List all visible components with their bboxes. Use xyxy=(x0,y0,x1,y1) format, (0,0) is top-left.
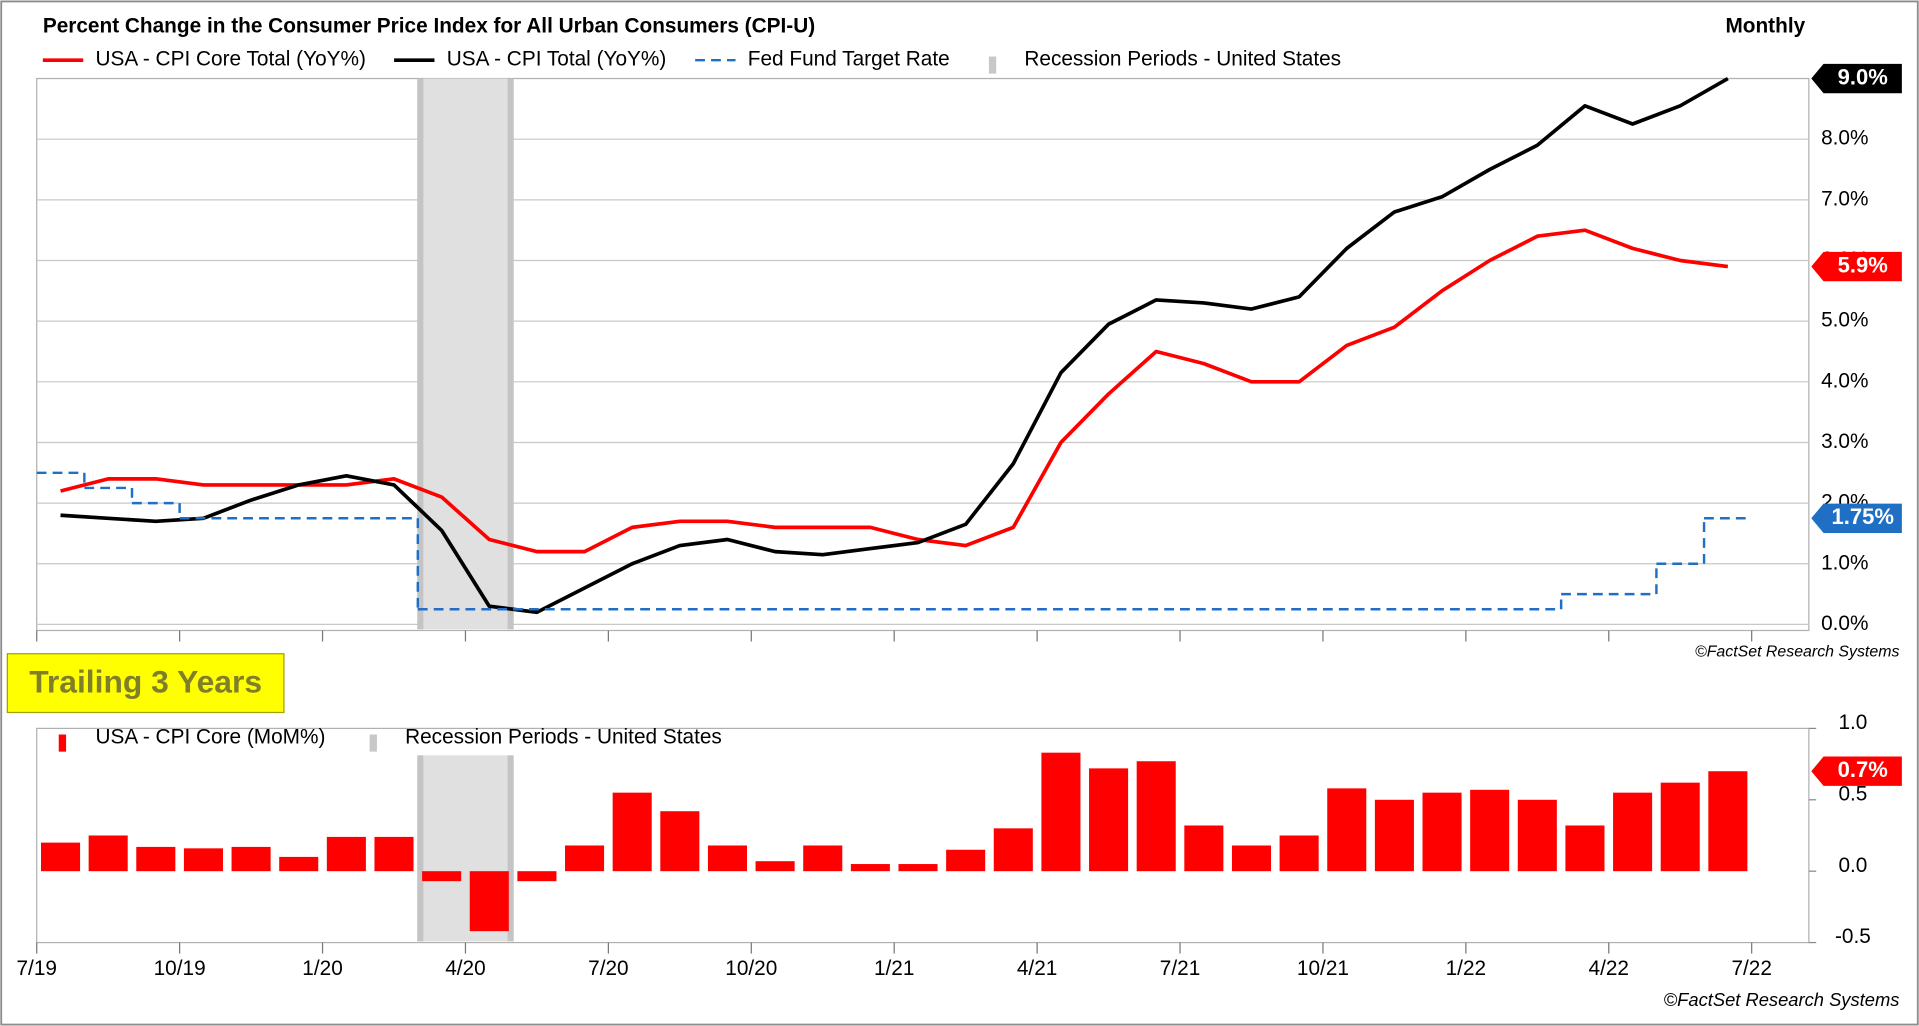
bar xyxy=(803,845,843,872)
bar xyxy=(231,846,271,872)
frequency: Monthly xyxy=(1725,15,1805,38)
x-tick-label: 4/21 xyxy=(1017,957,1057,980)
bar xyxy=(469,871,509,932)
bar xyxy=(1517,799,1557,872)
y-tick-label: 3.0% xyxy=(1821,430,1868,453)
value-flag-label: 5.9% xyxy=(1838,252,1888,277)
bar xyxy=(565,845,605,872)
bar xyxy=(1660,782,1700,872)
legend-swatch xyxy=(988,56,997,74)
y-tick-label: 4.0% xyxy=(1821,369,1868,392)
bar xyxy=(1327,788,1367,872)
x-tick-label: 4/20 xyxy=(445,957,485,980)
bar xyxy=(41,842,81,872)
source: ©FactSet Research Systems xyxy=(1664,989,1900,1010)
legend-swatch xyxy=(369,734,377,752)
annotation: Trailing 3 Years xyxy=(29,664,262,700)
y-tick-label: -0.5 xyxy=(1835,925,1871,948)
legend-swatch xyxy=(58,734,67,752)
series-line xyxy=(60,228,1729,554)
bar xyxy=(612,792,652,872)
source: ©FactSet Research Systems xyxy=(1695,644,1899,661)
bar xyxy=(1089,768,1129,872)
bar xyxy=(1279,835,1319,872)
bar xyxy=(755,861,795,872)
y-tick-label: 7.0% xyxy=(1821,187,1868,210)
recession-band xyxy=(417,78,514,630)
y-tick-label: 0.0% xyxy=(1821,612,1868,635)
y-tick-label: 0.0 xyxy=(1838,854,1867,877)
bar xyxy=(183,848,223,872)
value-flag-label: 1.75% xyxy=(1831,504,1893,529)
x-tick-label: 10/21 xyxy=(1297,957,1349,980)
x-tick-label: 10/19 xyxy=(154,957,206,980)
value-flag-label: 9.0% xyxy=(1838,64,1888,89)
series-line xyxy=(60,76,1729,615)
value-flag xyxy=(1811,63,1902,94)
bar xyxy=(946,849,986,872)
bar xyxy=(88,835,128,872)
bar xyxy=(1422,792,1462,872)
bar xyxy=(1470,789,1510,872)
bar xyxy=(850,864,890,872)
plot-area xyxy=(36,727,1810,944)
x-tick-label: 7/21 xyxy=(1160,957,1200,980)
legend-label: Recession Periods - United States xyxy=(405,726,722,749)
x-tick-label: 1/20 xyxy=(302,957,342,980)
bar xyxy=(422,871,462,882)
bar xyxy=(993,828,1033,872)
bar xyxy=(517,871,557,882)
value-flag xyxy=(1811,756,1902,786)
bar xyxy=(1041,752,1081,872)
bar xyxy=(660,811,700,872)
value-flag xyxy=(1811,503,1902,533)
bar xyxy=(1613,792,1653,872)
bar xyxy=(1136,761,1176,872)
value-flag-label: 0.7% xyxy=(1838,757,1888,782)
bar xyxy=(1231,845,1272,872)
x-tick-label: 10/20 xyxy=(725,957,777,980)
y-tick-label: 5.0% xyxy=(1821,309,1868,332)
legend-label: USA - CPI Total (YoY%) xyxy=(447,48,667,71)
annotation-box xyxy=(6,653,285,714)
y-tick-label: 1.0 xyxy=(1838,711,1867,734)
x-tick-label: 7/20 xyxy=(588,957,628,980)
chart-title: Percent Change in the Consumer Price Ind… xyxy=(43,15,815,38)
bar xyxy=(326,836,366,872)
x-tick-label: 4/22 xyxy=(1589,957,1629,980)
x-tick-label: 1/21 xyxy=(874,957,914,980)
bar xyxy=(1184,825,1224,872)
bar xyxy=(1565,825,1605,872)
legend-label: USA - CPI Core Total (YoY%) xyxy=(95,48,365,71)
plot-area xyxy=(36,77,1810,632)
y-tick-label: 8.0% xyxy=(1821,127,1868,150)
bar xyxy=(1708,771,1748,872)
bar xyxy=(374,836,414,872)
value-flag xyxy=(1811,251,1902,282)
bar xyxy=(279,856,319,872)
legend-label: Fed Fund Target Rate xyxy=(748,48,950,71)
x-tick-label: 1/22 xyxy=(1446,957,1486,980)
bar xyxy=(898,864,938,872)
bar xyxy=(136,846,176,872)
y-tick-label: 0.5 xyxy=(1838,782,1867,805)
legend-label: Recession Periods - United States xyxy=(1024,48,1341,71)
x-tick-label: 7/22 xyxy=(1731,957,1771,980)
y-tick-label: 1.0% xyxy=(1821,551,1868,574)
bar xyxy=(707,845,747,872)
bar xyxy=(1374,799,1414,872)
legend-label: USA - CPI Core (MoM%) xyxy=(95,726,325,749)
x-tick-label: 7/19 xyxy=(16,957,56,980)
